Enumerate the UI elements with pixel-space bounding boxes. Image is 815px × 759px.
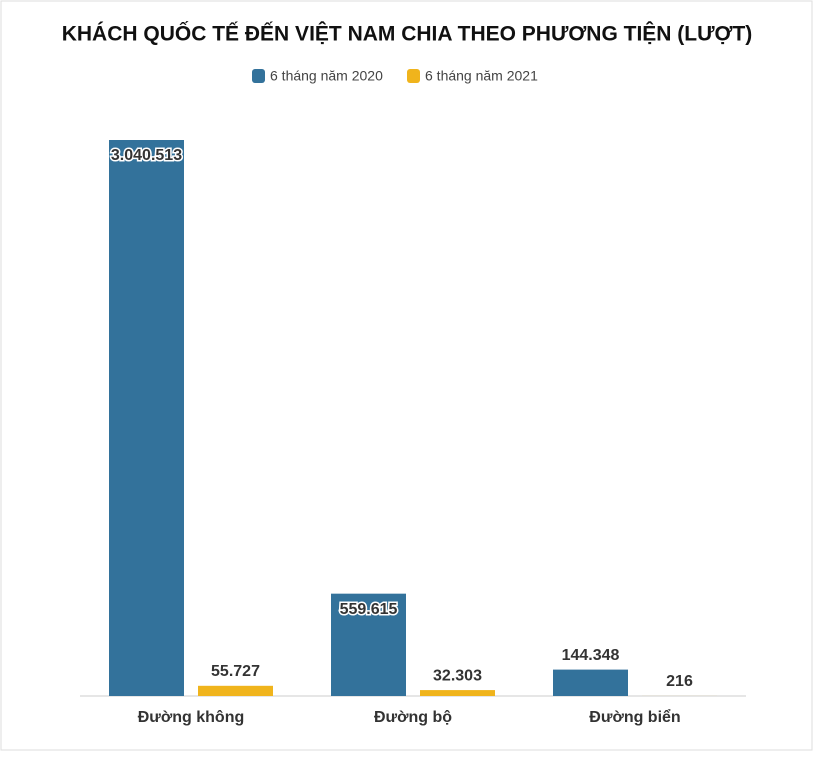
value-label: 3.040.513 bbox=[111, 147, 182, 164]
x-tick-label: Đường biển bbox=[589, 708, 680, 726]
chart-title: KHÁCH QUỐC TẾ ĐẾN VIỆT NAM CHIA THEO PHƯ… bbox=[62, 22, 753, 46]
legend-swatch bbox=[407, 69, 420, 83]
value-label: 216 bbox=[666, 673, 693, 690]
value-label: 55.727 bbox=[211, 663, 260, 680]
bar bbox=[420, 690, 495, 696]
value-label: 144.348 bbox=[562, 647, 620, 664]
value-label: 559.615 bbox=[340, 601, 398, 618]
x-tick-label: Đường bộ bbox=[374, 709, 452, 726]
bar bbox=[553, 670, 628, 696]
x-tick-label: Đường không bbox=[138, 709, 245, 726]
bar bbox=[198, 686, 273, 696]
value-label: 32.303 bbox=[433, 667, 482, 684]
legend-label: 6 tháng năm 2021 bbox=[425, 68, 538, 84]
legend-swatch bbox=[252, 69, 265, 83]
bar bbox=[109, 140, 184, 696]
legend-label: 6 tháng năm 2020 bbox=[270, 68, 383, 84]
